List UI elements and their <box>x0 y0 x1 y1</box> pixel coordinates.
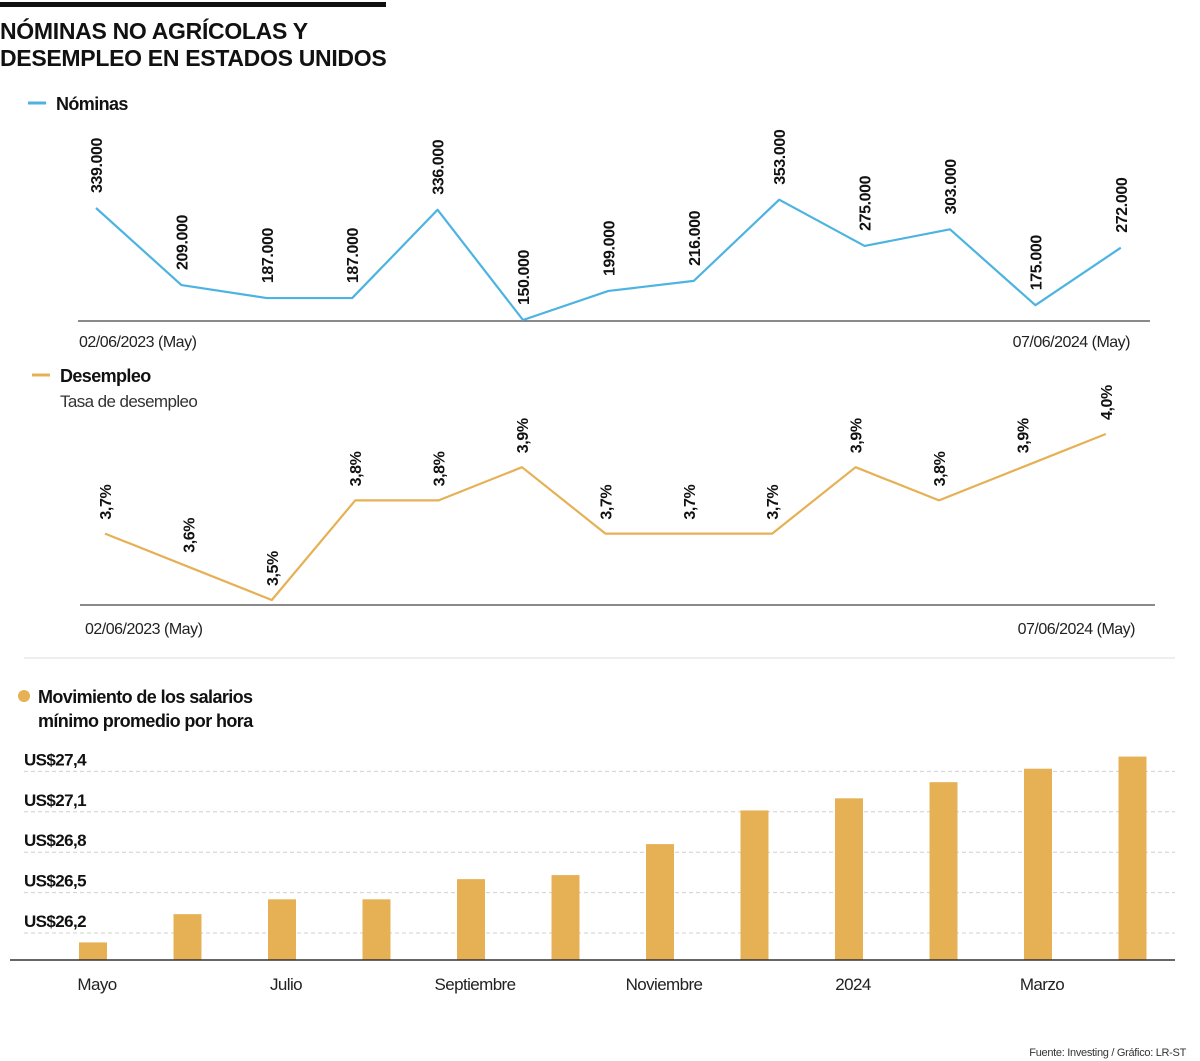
nominas-data-label: 199.000 <box>601 220 618 276</box>
desempleo-subtitle: Tasa de desempleo <box>60 392 197 411</box>
title-line-1: NÓMINAS NO AGRÍCOLAS Y <box>0 17 308 44</box>
desempleo-data-label: 3,9% <box>849 418 866 453</box>
salario-bar <box>1118 756 1147 960</box>
salarios-legend-line-2: mínimo promedio por hora <box>38 711 254 731</box>
salarios-legend-dot <box>18 690 30 702</box>
desempleo-data-label: 3,5% <box>265 551 282 586</box>
desempleo-data-label: 3,9% <box>1015 418 1032 453</box>
nominas-data-label: 187.000 <box>260 228 277 284</box>
y-tick-label: US$27,1 <box>24 791 86 810</box>
nominas-series: 339.000 209.000 187.000 187.000 336.000 150.0… <box>89 129 1131 322</box>
desempleo-data-label: 3,7% <box>765 485 782 520</box>
y-tick-label: US$26,5 <box>24 872 86 891</box>
nominas-x-end-label: 07/06/2024 (May) <box>1013 334 1131 351</box>
salario-bar <box>835 798 863 960</box>
nominas-data-label: 175.000 <box>1028 235 1045 291</box>
nominas-legend-label: Nóminas <box>56 94 128 114</box>
x-tick-label: Mayo <box>77 975 116 994</box>
desempleo-line <box>104 432 1107 602</box>
desempleo-data-label: 3,8% <box>932 451 949 486</box>
desempleo-data-label: 3,7% <box>98 485 115 520</box>
nominas-data-label: 272.000 <box>1114 177 1131 233</box>
x-tick-label: Julio <box>270 975 302 994</box>
salario-bar <box>268 899 296 960</box>
title-top-rule <box>0 2 386 7</box>
x-tick-label: 2024 <box>835 975 871 994</box>
salario-bar <box>457 879 485 960</box>
salario-bar <box>929 782 958 960</box>
desempleo-series: 3,7% 3,6% 3,5% 3,8% 3,8% 3,9% 3,7% 3,7% 3,7% 3,9%… <box>98 385 1116 602</box>
nominas-data-label: 216.000 <box>687 210 704 266</box>
desempleo-data-label: 3,8% <box>348 451 365 486</box>
y-tick-label: US$26,8 <box>24 831 86 850</box>
nominas-data-label: 303.000 <box>943 159 960 215</box>
salarios-bar-chart: US$26,2 US$26,5 US$26,8 US$27,1 US$27,4 Mayo J… <box>24 750 1175 994</box>
source-note: Fuente: Investing / Gráfico: LR-ST <box>1029 1047 1186 1059</box>
desempleo-data-label: 3,7% <box>682 485 699 520</box>
title-line-2: DESEMPLEO EN ESTADOS UNIDOS <box>0 45 386 71</box>
nominas-x-start-label: 02/06/2023 (May) <box>79 334 197 351</box>
x-tick-label: Noviembre <box>626 975 703 994</box>
desempleo-data-label: 4,0% <box>1099 385 1116 420</box>
x-tick-label: Septiembre <box>435 975 516 994</box>
nominas-data-label: 150.000 <box>516 249 533 305</box>
desempleo-legend-label: Desempleo <box>60 366 151 386</box>
salarios-legend-line-1: Movimiento de los salarios <box>38 687 253 707</box>
x-tick-label: Marzo <box>1020 975 1064 994</box>
salario-bar <box>740 810 769 960</box>
salario-bar <box>646 844 674 960</box>
salario-bar <box>173 914 202 960</box>
nominas-line <box>95 198 1122 322</box>
nominas-data-label: 339.000 <box>89 137 106 193</box>
salario-bar <box>362 899 391 960</box>
salario-bar <box>79 942 107 960</box>
nominas-data-label: 187.000 <box>345 228 362 284</box>
salario-bar <box>1024 768 1052 960</box>
nominas-data-label: 353.000 <box>772 129 789 185</box>
desempleo-x-end-label: 07/06/2024 (May) <box>1018 621 1136 638</box>
desempleo-data-label: 3,9% <box>515 418 532 453</box>
y-tick-label: US$26,2 <box>24 912 86 931</box>
salario-bar <box>551 875 580 960</box>
desempleo-x-start-label: 02/06/2023 (May) <box>85 621 203 638</box>
desempleo-data-label: 3,6% <box>181 518 198 553</box>
nominas-data-label: 336.000 <box>431 139 448 195</box>
desempleo-data-label: 3,7% <box>598 485 615 520</box>
nominas-data-label: 275.000 <box>858 175 875 231</box>
nominas-data-label: 209.000 <box>174 214 191 270</box>
y-tick-label: US$27,4 <box>24 750 87 769</box>
desempleo-data-label: 3,8% <box>432 451 449 486</box>
